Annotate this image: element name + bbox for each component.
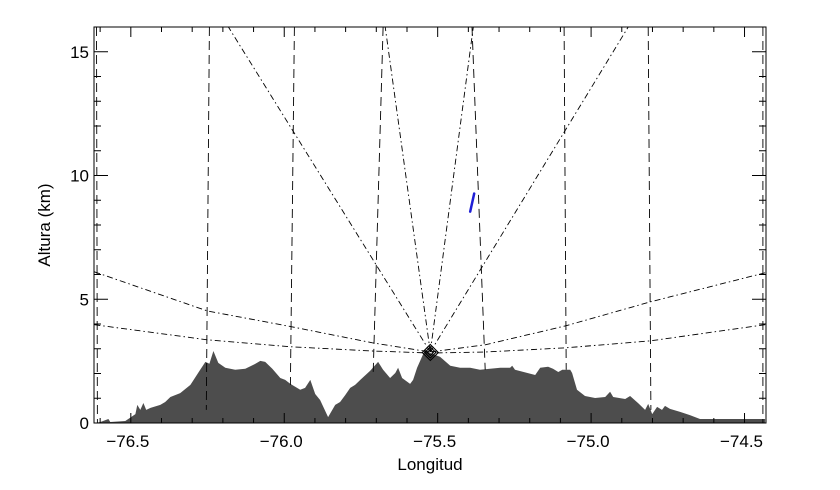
y-tick-label: 5 [80, 290, 89, 309]
y-tick-label: 15 [70, 43, 89, 62]
dashed-range-line [471, 26, 486, 370]
terrain-area-layer [94, 349, 766, 423]
radar-marker-icon [426, 348, 435, 357]
dashed-range-line [647, 26, 652, 410]
terrain-area [94, 349, 766, 423]
x-tick-label: −75.5 [413, 432, 456, 451]
x-tick-label: −76.5 [106, 432, 149, 451]
x-tick-label: −75.0 [567, 432, 610, 451]
dashed-range-line [372, 26, 384, 373]
dashdot-beam-line [228, 26, 431, 353]
dashdot-beam-line [94, 324, 431, 354]
dashdot-beam-line [429, 26, 629, 353]
dashdot-beam-line [429, 26, 474, 353]
axis-ticks [94, 26, 766, 424]
y-tick-label: 0 [80, 414, 89, 433]
radar-marker-icon [421, 343, 440, 362]
x-tick-label: −74.5 [720, 432, 763, 451]
dashed-range-line [205, 26, 210, 410]
dashdot-beam-line [430, 272, 766, 353]
x-axis-label: Longitud [397, 455, 462, 474]
radar-marker-icon [424, 346, 437, 359]
x-tick-labels: −76.5 −76.0 −75.5 −75.0 −74.5 [106, 432, 763, 451]
x-tick-label: −76.0 [260, 432, 303, 451]
dashed-range-line [563, 26, 567, 370]
y-tick-label: 10 [70, 167, 89, 186]
y-axis-label: Altura (km) [35, 183, 54, 266]
dashed-range-line [289, 26, 295, 385]
dashdot-beam-line [384, 26, 431, 353]
dashdot-beam-line [430, 324, 766, 354]
y-tick-labels: 0 5 10 15 [70, 43, 89, 433]
echo-mark [468, 192, 476, 213]
dashdot-beam-line [94, 271, 431, 353]
